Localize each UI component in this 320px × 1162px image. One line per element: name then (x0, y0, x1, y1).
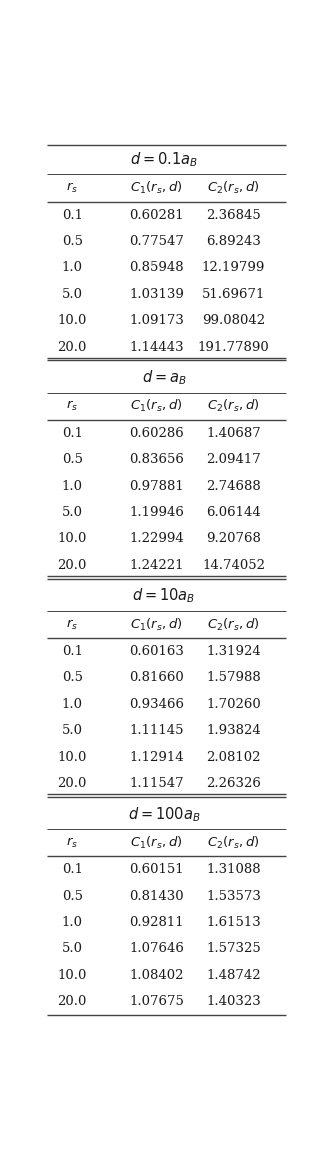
Text: 1.57988: 1.57988 (206, 672, 261, 684)
Text: 6.89243: 6.89243 (206, 235, 261, 248)
Text: 1.19946: 1.19946 (129, 505, 184, 519)
Text: 10.0: 10.0 (58, 969, 87, 982)
Text: 0.5: 0.5 (62, 672, 83, 684)
Text: 20.0: 20.0 (58, 996, 87, 1009)
Text: 1.09173: 1.09173 (129, 314, 184, 328)
Text: 0.5: 0.5 (62, 453, 83, 466)
Text: 10.0: 10.0 (58, 751, 87, 763)
Text: 1.11145: 1.11145 (129, 724, 184, 737)
Text: 1.61513: 1.61513 (206, 916, 261, 930)
Text: 1.40687: 1.40687 (206, 426, 261, 439)
Text: 0.97881: 0.97881 (129, 480, 184, 493)
Text: $C_2(r_s, d)$: $C_2(r_s, d)$ (207, 617, 260, 632)
Text: 2.09417: 2.09417 (206, 453, 261, 466)
Text: 1.22994: 1.22994 (129, 532, 184, 545)
Text: 20.0: 20.0 (58, 340, 87, 353)
Text: $r_s$: $r_s$ (66, 181, 78, 195)
Text: 51.69671: 51.69671 (202, 288, 265, 301)
Text: 0.5: 0.5 (62, 235, 83, 248)
Text: 0.81430: 0.81430 (129, 890, 184, 903)
Text: $C_2(r_s, d)$: $C_2(r_s, d)$ (207, 399, 260, 415)
Text: 0.5: 0.5 (62, 890, 83, 903)
Text: 1.31924: 1.31924 (206, 645, 261, 658)
Text: $C_1(r_s, d)$: $C_1(r_s, d)$ (130, 834, 183, 851)
Text: 20.0: 20.0 (58, 559, 87, 572)
Text: 1.48742: 1.48742 (206, 969, 261, 982)
Text: $d = 100a_B$: $d = 100a_B$ (128, 805, 200, 824)
Text: 0.83656: 0.83656 (129, 453, 184, 466)
Text: 1.53573: 1.53573 (206, 890, 261, 903)
Text: 1.40323: 1.40323 (206, 996, 261, 1009)
Text: 1.07646: 1.07646 (129, 942, 184, 955)
Text: 191.77890: 191.77890 (197, 340, 269, 353)
Text: $d = 10a_B$: $d = 10a_B$ (132, 587, 196, 605)
Text: 10.0: 10.0 (58, 532, 87, 545)
Text: $C_1(r_s, d)$: $C_1(r_s, d)$ (130, 180, 183, 196)
Text: 5.0: 5.0 (62, 942, 83, 955)
Text: 0.1: 0.1 (62, 426, 83, 439)
Text: 1.12914: 1.12914 (129, 751, 184, 763)
Text: 5.0: 5.0 (62, 288, 83, 301)
Text: 1.24221: 1.24221 (129, 559, 184, 572)
Text: 0.93466: 0.93466 (129, 698, 184, 711)
Text: 10.0: 10.0 (58, 314, 87, 328)
Text: 0.60286: 0.60286 (129, 426, 184, 439)
Text: 0.60163: 0.60163 (129, 645, 184, 658)
Text: 1.03139: 1.03139 (129, 288, 184, 301)
Text: 0.1: 0.1 (62, 863, 83, 876)
Text: 1.08402: 1.08402 (129, 969, 184, 982)
Text: 2.74688: 2.74688 (206, 480, 261, 493)
Text: 2.26326: 2.26326 (206, 777, 261, 790)
Text: $r_s$: $r_s$ (66, 617, 78, 632)
Text: $r_s$: $r_s$ (66, 400, 78, 414)
Text: 2.36845: 2.36845 (206, 208, 261, 222)
Text: 0.92811: 0.92811 (129, 916, 184, 930)
Text: 1.11547: 1.11547 (129, 777, 184, 790)
Text: 99.08042: 99.08042 (202, 314, 265, 328)
Text: 12.19799: 12.19799 (202, 261, 265, 274)
Text: 0.60281: 0.60281 (129, 208, 184, 222)
Text: 6.06144: 6.06144 (206, 505, 261, 519)
Text: $C_1(r_s, d)$: $C_1(r_s, d)$ (130, 617, 183, 632)
Text: 1.0: 1.0 (62, 480, 83, 493)
Text: 1.57325: 1.57325 (206, 942, 261, 955)
Text: 0.1: 0.1 (62, 208, 83, 222)
Text: 1.14443: 1.14443 (129, 340, 184, 353)
Text: 20.0: 20.0 (58, 777, 87, 790)
Text: 0.81660: 0.81660 (129, 672, 184, 684)
Text: 5.0: 5.0 (62, 505, 83, 519)
Text: 1.0: 1.0 (62, 698, 83, 711)
Text: 0.60151: 0.60151 (129, 863, 184, 876)
Text: 1.31088: 1.31088 (206, 863, 261, 876)
Text: 14.74052: 14.74052 (202, 559, 265, 572)
Text: $r_s$: $r_s$ (66, 835, 78, 849)
Text: 5.0: 5.0 (62, 724, 83, 737)
Text: 1.07675: 1.07675 (129, 996, 184, 1009)
Text: $d = 0.1a_B$: $d = 0.1a_B$ (130, 150, 198, 168)
Text: 2.08102: 2.08102 (206, 751, 261, 763)
Text: 0.1: 0.1 (62, 645, 83, 658)
Text: 9.20768: 9.20768 (206, 532, 261, 545)
Text: $C_2(r_s, d)$: $C_2(r_s, d)$ (207, 180, 260, 196)
Text: 1.0: 1.0 (62, 916, 83, 930)
Text: 0.85948: 0.85948 (129, 261, 184, 274)
Text: 1.70260: 1.70260 (206, 698, 261, 711)
Text: 0.77547: 0.77547 (129, 235, 184, 248)
Text: 1.0: 1.0 (62, 261, 83, 274)
Text: $C_1(r_s, d)$: $C_1(r_s, d)$ (130, 399, 183, 415)
Text: $C_2(r_s, d)$: $C_2(r_s, d)$ (207, 834, 260, 851)
Text: 1.93824: 1.93824 (206, 724, 261, 737)
Text: $d = a_B$: $d = a_B$ (142, 368, 186, 387)
